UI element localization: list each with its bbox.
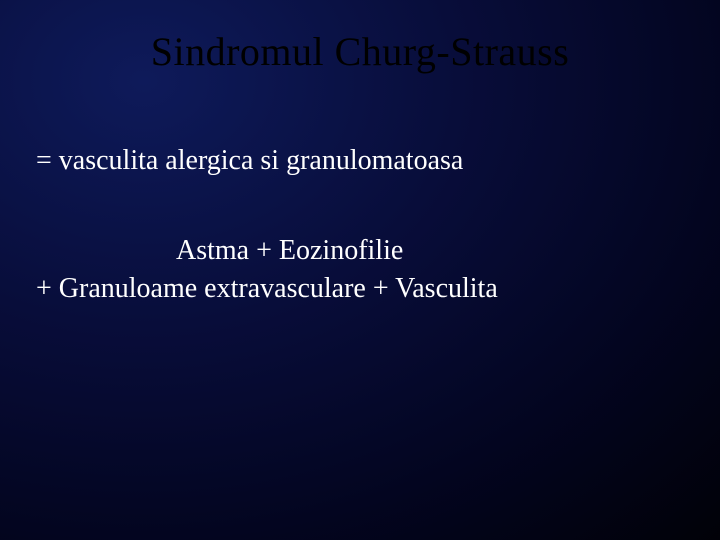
components-line-1: Astma + Eozinofilie (36, 232, 690, 270)
components-line-2: + Granuloame extravasculare + Vasculita (36, 270, 690, 308)
components-block: Astma + Eozinofilie + Granuloame extrava… (30, 232, 690, 308)
slide-title: Sindromul Churg-Strauss (30, 28, 690, 75)
definition-text: = vasculita alergica si granulomatoasa (30, 145, 690, 177)
slide: Sindromul Churg-Strauss = vasculita aler… (0, 0, 720, 540)
